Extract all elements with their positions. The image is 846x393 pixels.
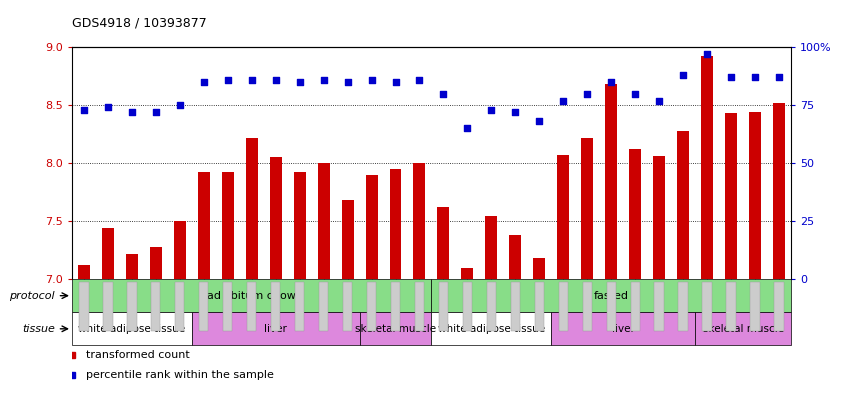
Point [245,77,259,83]
Text: percentile rank within the sample: percentile rank within the sample [86,370,274,380]
Point [677,72,690,78]
Bar [461,268,474,279]
Bar [245,138,258,279]
Bar [173,221,186,279]
Point [749,74,762,81]
Point [341,79,354,85]
Point [77,107,91,113]
Point [269,77,283,83]
Text: liver: liver [264,324,287,334]
Bar [509,235,521,279]
Point [508,109,522,115]
Text: fasted: fasted [594,291,629,301]
Bar [552,312,695,345]
Bar [629,149,641,279]
Point [772,74,786,81]
Bar [102,228,114,279]
Point [293,79,306,85]
Bar [342,200,354,279]
Bar [431,312,552,345]
Point [652,97,666,104]
Text: white adipose tissue: white adipose tissue [438,324,545,334]
Bar [749,112,761,279]
Bar [486,217,497,279]
Bar [72,279,431,312]
Bar [653,156,665,279]
Bar [222,173,233,279]
Text: tissue: tissue [22,324,55,334]
Point [101,104,114,110]
Bar [701,57,713,279]
Point [724,74,738,81]
Bar [126,253,138,279]
Bar [72,312,192,345]
Point [604,79,618,85]
Text: ad libitum chow: ad libitum chow [207,291,296,301]
Text: GDS4918 / 10393877: GDS4918 / 10393877 [72,17,206,29]
Bar [414,163,426,279]
Point [221,77,234,83]
Bar [558,155,569,279]
Bar [78,265,90,279]
Bar [294,173,305,279]
Bar [192,312,360,345]
Bar [605,84,618,279]
Bar [198,173,210,279]
Text: transformed count: transformed count [86,350,190,360]
Point [173,102,186,108]
Bar [437,207,449,279]
Bar [773,103,785,279]
Text: protocol: protocol [9,291,55,301]
Bar [431,279,791,312]
Bar [725,113,737,279]
Bar [270,157,282,279]
Point [533,118,547,125]
Point [413,77,426,83]
Point [437,90,450,97]
Point [700,51,714,57]
Point [316,77,330,83]
Point [149,109,162,115]
Text: white adipose tissue: white adipose tissue [79,324,185,334]
Point [629,90,642,97]
Text: skeletal muscle: skeletal muscle [702,324,783,334]
Bar [581,138,593,279]
Bar [360,312,431,345]
Bar [677,130,689,279]
Bar [317,163,330,279]
Point [580,90,594,97]
Text: skeletal muscle: skeletal muscle [355,324,436,334]
Point [557,97,570,104]
Point [125,109,139,115]
Point [365,77,378,83]
Bar [533,258,546,279]
Point [460,125,474,132]
Point [485,107,498,113]
Bar [695,312,791,345]
Bar [150,247,162,279]
Bar [365,175,377,279]
Text: liver: liver [612,324,634,334]
Point [197,79,211,85]
Point [389,79,403,85]
Bar [389,169,402,279]
